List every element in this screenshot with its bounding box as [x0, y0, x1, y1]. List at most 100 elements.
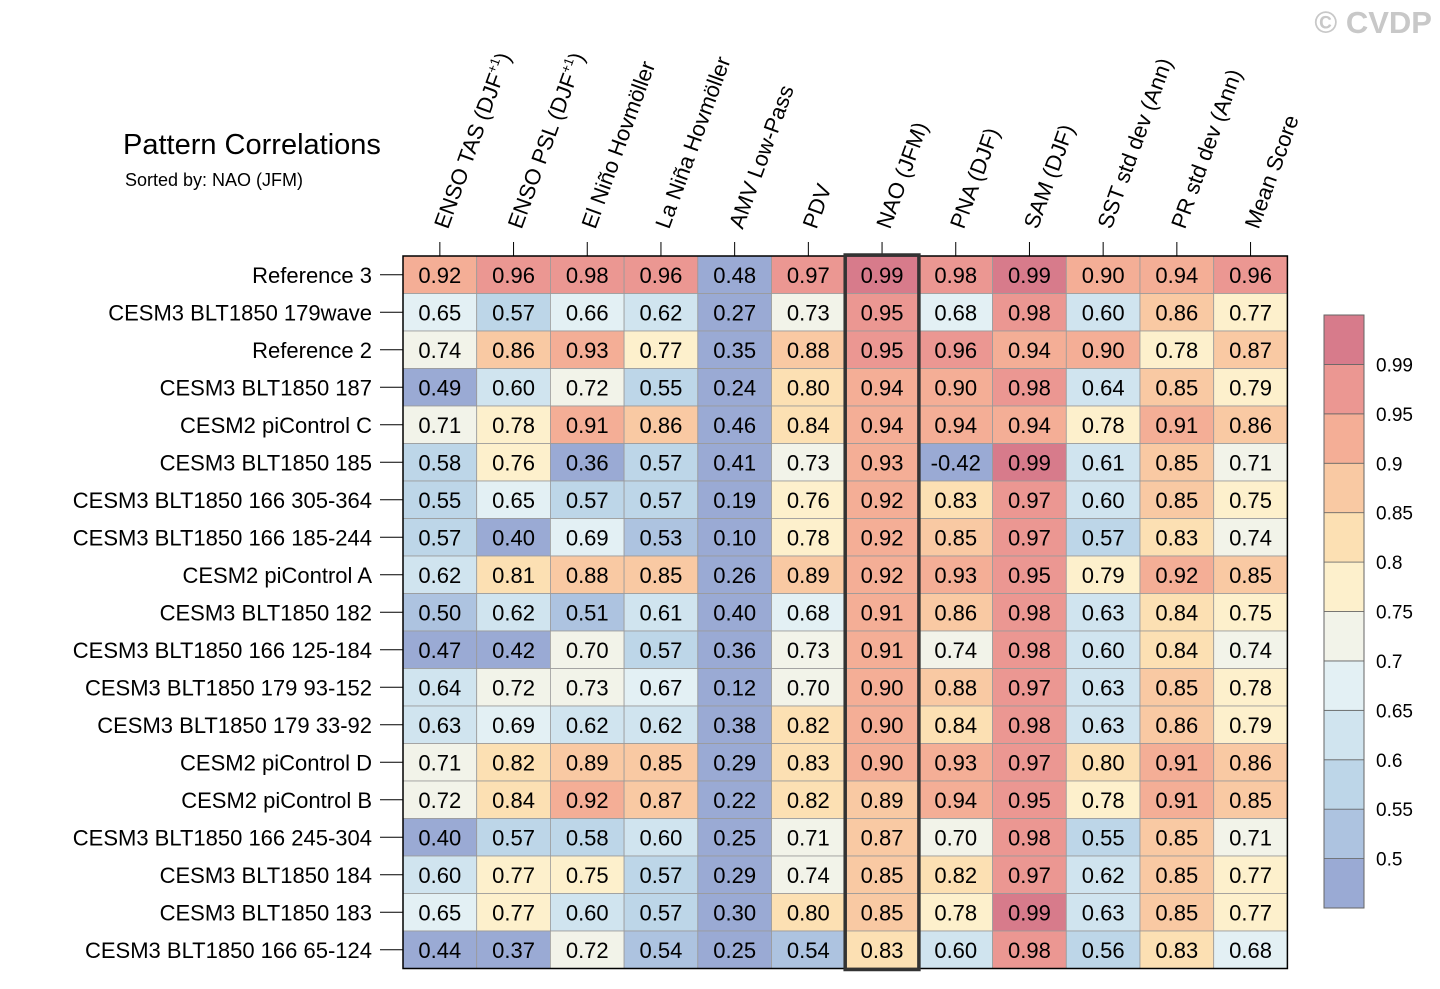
- cell-value: 0.83: [934, 488, 977, 513]
- row-label: CESM3 BLT1850 166 245-304: [73, 825, 372, 850]
- cell-value: 0.91: [1155, 750, 1198, 775]
- cell-value: 0.92: [1155, 563, 1198, 588]
- heatmap-cell: [697, 443, 772, 482]
- cell-value: 0.98: [1008, 600, 1051, 625]
- heatmap-cell: [623, 630, 699, 669]
- heatmap-cell: [697, 705, 772, 744]
- colorbar-segment: [1323, 611, 1365, 662]
- heatmap-cell: [1139, 518, 1215, 557]
- cell-value: 0.72: [418, 788, 461, 813]
- cell-value: 0.57: [640, 638, 683, 663]
- colorbar-segment: [1323, 858, 1365, 909]
- heatmap-cell: [1213, 818, 1288, 857]
- heatmap-cell: [844, 855, 920, 894]
- cell-value: 0.62: [492, 600, 535, 625]
- cell-value: 0.77: [1229, 863, 1272, 888]
- cell-value: 0.77: [492, 863, 535, 888]
- cell-value: 0.49: [418, 375, 461, 400]
- heatmap-cell: [844, 368, 920, 407]
- heatmap-cell: [1213, 330, 1288, 369]
- cell-value: 0.85: [640, 750, 683, 775]
- cell-value: 0.42: [492, 638, 535, 663]
- cell-value: 0.53: [640, 525, 683, 550]
- heatmap-cell: [402, 893, 478, 932]
- cell-value: 0.58: [566, 825, 609, 850]
- cell-value: 0.93: [934, 563, 977, 588]
- cell-value: 0.75: [1229, 600, 1272, 625]
- cell-value: 0.70: [787, 675, 830, 700]
- cell-value: 0.86: [1155, 713, 1198, 738]
- heatmap-cell: [1139, 405, 1215, 444]
- row-label: CESM3 BLT1850 183: [160, 900, 372, 925]
- cell-value: 0.54: [787, 938, 830, 963]
- cell-value: 0.57: [640, 863, 683, 888]
- cell-value: 0.50: [418, 600, 461, 625]
- heatmap-cell: [476, 930, 551, 969]
- cell-value: 0.74: [1229, 525, 1272, 550]
- heatmap-cell: [623, 930, 699, 969]
- cell-value: 0.85: [1155, 863, 1198, 888]
- cell-value: 0.75: [1229, 488, 1272, 513]
- heatmap-cell: [992, 518, 1067, 557]
- heatmap-cell: [550, 443, 625, 482]
- cell-value: 0.96: [640, 263, 683, 288]
- heatmap-cell: [844, 818, 920, 857]
- heatmap-cell: [771, 518, 846, 557]
- heatmap-cell: [623, 668, 699, 707]
- cell-value: 0.73: [787, 300, 830, 325]
- cell-value: 0.26: [713, 563, 756, 588]
- cell-value: 0.71: [1229, 825, 1272, 850]
- row-label: CESM2 piControl C: [180, 413, 372, 438]
- heatmap-cell: [402, 780, 478, 819]
- cell-value: 0.73: [787, 450, 830, 475]
- cell-value: 0.36: [566, 450, 609, 475]
- cell-value: 0.65: [418, 300, 461, 325]
- heatmap-cell: [1213, 630, 1288, 669]
- cell-value: 0.54: [640, 938, 683, 963]
- heatmap-cell: [550, 593, 625, 632]
- heatmap-cell: [476, 743, 551, 782]
- cell-value: 0.98: [1008, 638, 1051, 663]
- cell-value: 0.90: [861, 750, 904, 775]
- heatmap-cell: [1139, 668, 1215, 707]
- row-label: CESM2 piControl A: [182, 563, 372, 588]
- heatmap-cell: [844, 593, 920, 632]
- heatmap-cell: [623, 293, 699, 332]
- cell-value: 0.84: [492, 788, 535, 813]
- heatmap-cell: [771, 630, 846, 669]
- cell-value: 0.73: [787, 638, 830, 663]
- heatmap-cell: [771, 293, 846, 332]
- heatmap-cell: [918, 630, 994, 669]
- heatmap-cell: [992, 443, 1067, 482]
- cell-value: -0.42: [931, 450, 981, 475]
- cell-value: 0.96: [934, 338, 977, 363]
- row-label: CESM3 BLT1850 185: [160, 450, 372, 475]
- cell-value: 0.25: [713, 938, 756, 963]
- cell-value: 0.97: [1008, 863, 1051, 888]
- cell-value: 0.38: [713, 713, 756, 738]
- heatmap-cell: [992, 705, 1067, 744]
- heatmap-cell: [1213, 293, 1288, 332]
- cell-value: 0.94: [934, 413, 977, 438]
- cell-value: 0.78: [934, 900, 977, 925]
- heatmap-cell: [550, 630, 625, 669]
- cell-value: 0.92: [861, 525, 904, 550]
- cell-value: 0.55: [640, 375, 683, 400]
- column-header: La Niña Hovmöller: [650, 53, 735, 232]
- heatmap-cell: [1139, 705, 1215, 744]
- cell-value: 0.79: [1229, 375, 1272, 400]
- heatmap-cell: [992, 893, 1067, 932]
- cell-value: 0.66: [566, 300, 609, 325]
- heatmap-cell: [1139, 443, 1215, 482]
- cell-value: 0.51: [566, 600, 609, 625]
- column-header: El Niño Hovmöller: [576, 58, 660, 232]
- heatmap-cells: 0.92 0.96 0.98 0.96 0.48 0.97 0.99 0.98 0.99 0.90…: [402, 253, 1289, 972]
- cell-value: 0.69: [492, 713, 535, 738]
- heatmap-cell: [697, 743, 772, 782]
- cell-value: 0.98: [1008, 825, 1051, 850]
- cell-value: 0.19: [713, 488, 756, 513]
- heatmap-cell: [992, 255, 1067, 294]
- cell-value: 0.57: [492, 825, 535, 850]
- heatmap-cell: [992, 555, 1067, 594]
- cell-value: 0.25: [713, 825, 756, 850]
